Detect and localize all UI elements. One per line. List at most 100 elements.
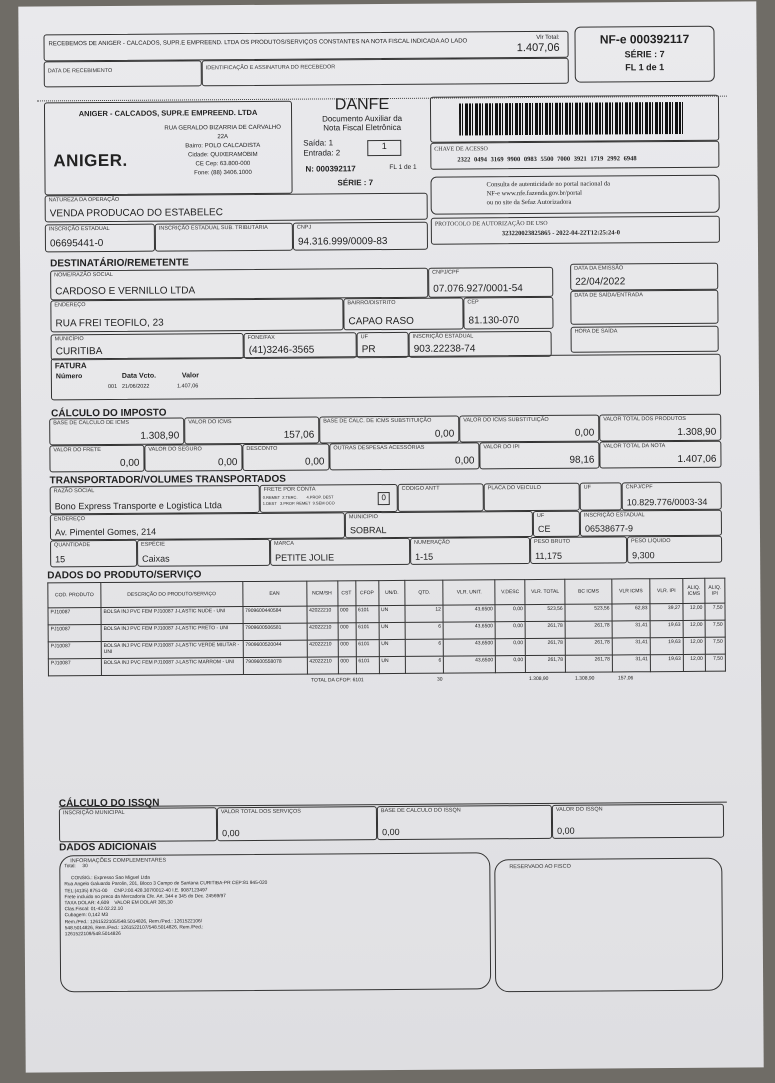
recipient-city-label: MUNICÍPIO bbox=[55, 336, 84, 342]
product-cell: UN bbox=[379, 639, 406, 656]
protocol-label: PROTOCOLO DE AUTORIZAÇÃO DE USO bbox=[435, 221, 548, 228]
invoice-due-date: 21/06/2022 bbox=[122, 384, 150, 390]
nfe-serie: SÉRIE : 7 bbox=[576, 49, 714, 60]
aniger-logo: ANIGER. bbox=[53, 151, 127, 172]
receipt-date-label: DATA DE RECEBIMENTO bbox=[48, 68, 113, 74]
product-cell: 7909600558078 bbox=[243, 657, 307, 674]
carrier-2-label: CODIGO ANTT bbox=[402, 486, 440, 492]
fiscal-reserved-label: RESERVADO AO FISCO bbox=[509, 864, 571, 870]
access-key-label: CHAVE DE ACESSO bbox=[434, 146, 488, 152]
cfop-total-bc: 1.308,90 bbox=[575, 676, 595, 682]
carrier-8-label: UF bbox=[537, 513, 544, 519]
cfop-total-icms: 157,06 bbox=[618, 675, 633, 681]
tax-8-value: 0,00 bbox=[334, 455, 474, 467]
saida-label: Saída: 1 bbox=[303, 138, 333, 147]
issuer-street: RUA GERALDO BIZARRIA DE CARVALHO bbox=[155, 124, 290, 134]
product-cell: 261,78 bbox=[526, 655, 566, 672]
issqn-title: CÁLCULO DO ISSQN bbox=[59, 798, 160, 810]
carrier-7-value: SOBRAL bbox=[350, 524, 528, 535]
carrier-0-value: Bono Express Transporte e Logistica Ltda bbox=[55, 500, 255, 511]
issqn-2-value: 0,00 bbox=[382, 826, 547, 837]
tax-5-value: 0,00 bbox=[54, 458, 139, 470]
column-header: UN/D. bbox=[378, 580, 405, 605]
exit-time-field: HORA DE SAÍDA bbox=[571, 326, 719, 353]
recipient-district-label: BAIRRO/DISTRITO bbox=[347, 300, 395, 306]
product-cell: 0,00 bbox=[495, 622, 525, 639]
product-cell: 7,50 bbox=[705, 620, 725, 637]
info-line: 1261522109/548.5014826 bbox=[65, 931, 268, 939]
issue-date-label: DATA DA EMISSÃO bbox=[574, 265, 623, 271]
operation-nature-label: NATUREZA DA OPERAÇÃO bbox=[49, 197, 120, 203]
product-cell: 000 bbox=[338, 657, 356, 674]
recipient-address-value: RUA FREI TEOFILO, 23 bbox=[55, 316, 338, 329]
product-cell: 0,00 bbox=[496, 656, 526, 673]
column-header: DESCRIÇÃO DO PRODUTO/SERVIÇO bbox=[101, 582, 243, 608]
danfe-page: FL 1 de 1 bbox=[389, 164, 416, 171]
product-cell: BOLSA INJ PVC FEM PJ10087 J-LASTIC NUDE … bbox=[101, 607, 243, 625]
protocol-box: PROTOCOLO DE AUTORIZAÇÃO DE USO 32322002… bbox=[431, 216, 720, 245]
cfop-total-qty: 30 bbox=[437, 677, 443, 683]
tax-10-label: VALOR TOTAL DA NOTA bbox=[603, 443, 665, 449]
product-cell: PJ10087 bbox=[48, 642, 101, 659]
cfop-total-value: 1.308,90 bbox=[529, 676, 549, 682]
product-cell: 12,00 bbox=[683, 620, 705, 637]
product-cell: 42022210 bbox=[307, 606, 338, 623]
receipt-date-box: DATA DE RECEBIMENTO bbox=[44, 60, 202, 87]
invoice-number-label: Número bbox=[56, 373, 83, 380]
column-header: VLR. IPI bbox=[650, 578, 683, 603]
column-header: BC ICMS bbox=[565, 579, 612, 604]
exit-time-value bbox=[576, 349, 714, 350]
invoice-box: FATURA Número Data Vcto. Valor 001 21/06… bbox=[51, 354, 721, 401]
product-cell: BOLSA INJ PVC FEM PJ10087 J-LASTIC PRETO… bbox=[101, 624, 243, 642]
carrier-11-value: Caixas bbox=[142, 553, 265, 564]
tax-9-value: 98,16 bbox=[484, 455, 594, 467]
tax-title: CÁLCULO DO IMPOSTO bbox=[51, 408, 166, 420]
access-key: 2322 0494 3169 9900 0983 5500 7000 3921 … bbox=[457, 155, 636, 163]
carrier-4-field: UF bbox=[580, 482, 622, 510]
exit-date-label: DATA DE SAÍDA/ENTRADA bbox=[574, 292, 643, 298]
issqn-0-field: INSCRIÇÃO MUNICIPAL bbox=[59, 807, 217, 842]
column-header: CFOP bbox=[355, 581, 378, 606]
column-header: ALIQ. ICMS bbox=[683, 578, 705, 603]
tax-7-value: 0,00 bbox=[247, 456, 324, 468]
product-cell: 261,78 bbox=[525, 638, 565, 655]
carrier-14-label: PESO BRUTO bbox=[534, 539, 570, 545]
tax-3-value: 0,00 bbox=[464, 428, 594, 440]
product-cell: 39,27 bbox=[650, 603, 683, 620]
tax-1-value: 157,06 bbox=[189, 430, 314, 442]
issuer-phone: Fone: (88) 3406.1000 bbox=[155, 169, 290, 179]
column-header: QTD. bbox=[405, 580, 443, 605]
carrier-15-label: PESO LIQUIDO bbox=[631, 538, 670, 544]
carrier-12-value: PETITE JOLIE bbox=[275, 552, 405, 563]
exit-date-field: DATA DE SAÍDA/ENTRADA bbox=[570, 290, 718, 325]
receiver-signature-box: IDENTIFICAÇÃO E ASSINATURA DO RECEBEDOR bbox=[202, 58, 569, 87]
product-cell: 31,41 bbox=[612, 638, 650, 655]
product-cell: 19,63 bbox=[650, 654, 683, 671]
recipient-phone-label: FONE/FAX bbox=[248, 335, 275, 341]
issqn-3-value: 0,00 bbox=[557, 825, 719, 836]
product-cell: 43,6500 bbox=[443, 622, 495, 639]
tax-1-label: VALOR DO ICMS bbox=[188, 419, 231, 425]
exit-date-value bbox=[576, 321, 714, 322]
tax-9-label: VALOR DO IPI bbox=[483, 444, 519, 450]
carrier-title: TRANSPORTADOR/VOLUMES TRANSPORTADOS bbox=[50, 474, 286, 487]
freight-options-2: 1.DEST 3.PROP. REMET 9.SEM OCO bbox=[263, 500, 335, 507]
exit-time-label: HORA DE SAÍDA bbox=[575, 328, 618, 334]
tax-3-label: VALOR DO ICMS SUBSTITUIÇÃO bbox=[463, 417, 549, 424]
carrier-0-label: RAZÃO SOCIAL bbox=[54, 488, 95, 494]
authenticity-box: Consulta de autenticidade no portal naci… bbox=[430, 175, 719, 215]
total-label: Vlr Total: bbox=[536, 35, 559, 41]
issuer-cnpj-label: CNPJ bbox=[297, 225, 311, 231]
